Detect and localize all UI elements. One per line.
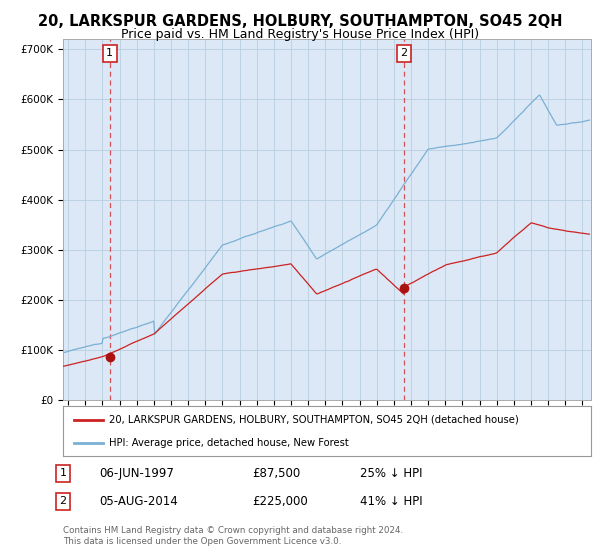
Text: 41% ↓ HPI: 41% ↓ HPI: [360, 494, 422, 508]
Text: 25% ↓ HPI: 25% ↓ HPI: [360, 466, 422, 480]
Text: £87,500: £87,500: [252, 466, 300, 480]
Text: 2: 2: [59, 496, 67, 506]
Text: 05-AUG-2014: 05-AUG-2014: [99, 494, 178, 508]
Text: 06-JUN-1997: 06-JUN-1997: [99, 466, 174, 480]
Text: HPI: Average price, detached house, New Forest: HPI: Average price, detached house, New …: [109, 438, 349, 448]
Text: 20, LARKSPUR GARDENS, HOLBURY, SOUTHAMPTON, SO45 2QH: 20, LARKSPUR GARDENS, HOLBURY, SOUTHAMPT…: [38, 14, 562, 29]
Text: 1: 1: [59, 468, 67, 478]
Text: 1: 1: [106, 48, 113, 58]
Text: Contains HM Land Registry data © Crown copyright and database right 2024.
This d: Contains HM Land Registry data © Crown c…: [63, 526, 403, 546]
Text: 20, LARKSPUR GARDENS, HOLBURY, SOUTHAMPTON, SO45 2QH (detached house): 20, LARKSPUR GARDENS, HOLBURY, SOUTHAMPT…: [109, 414, 519, 424]
Text: 2: 2: [400, 48, 407, 58]
Text: Price paid vs. HM Land Registry's House Price Index (HPI): Price paid vs. HM Land Registry's House …: [121, 28, 479, 41]
Text: £225,000: £225,000: [252, 494, 308, 508]
